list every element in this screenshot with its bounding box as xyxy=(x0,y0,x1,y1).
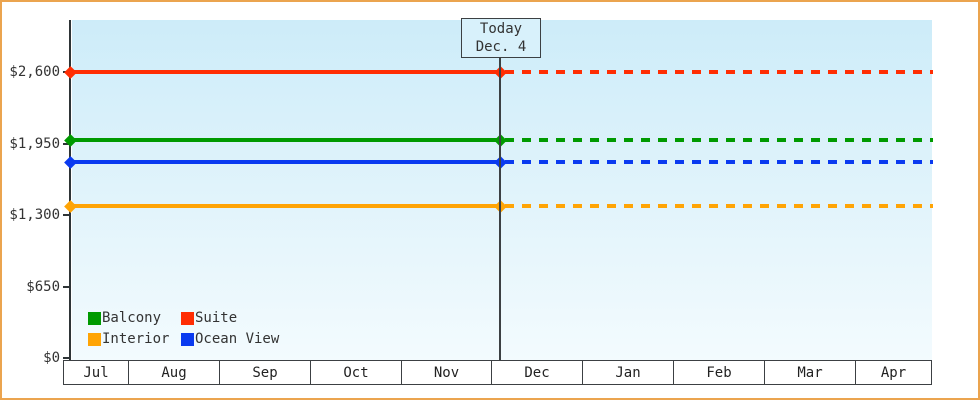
y-tick-label: $1,300 xyxy=(9,207,60,223)
month-cell-apr: Apr xyxy=(880,364,907,381)
month-cell-aug: Aug xyxy=(129,361,220,384)
y-tick-mark xyxy=(63,285,69,288)
month-cell-jul: Jul xyxy=(64,361,129,384)
y-tick-label: $2,600 xyxy=(9,64,60,80)
month-cell-oct: Oct xyxy=(311,361,402,384)
month-cell-sep: Sep xyxy=(220,361,311,384)
y-tick-label: $1,950 xyxy=(9,135,60,152)
series-line-forecast-interior xyxy=(505,204,933,209)
series-line-solid-balcony xyxy=(72,138,500,143)
month-cell-feb: Feb xyxy=(674,361,765,384)
series-line-solid-suite xyxy=(72,70,500,74)
legend-swatch-icon xyxy=(181,312,194,325)
today-label-line2: Dec. 4 xyxy=(475,39,527,55)
legend-item-ocean-view: Ocean View xyxy=(181,329,279,350)
legend-label: Ocean View xyxy=(195,331,280,347)
series-line-forecast-balcony xyxy=(505,138,933,143)
legend-label: Interior xyxy=(102,331,170,347)
legend-item-balcony: Balcony xyxy=(88,308,181,329)
y-tick-mark xyxy=(63,357,69,359)
month-cell-nov: Nov xyxy=(402,361,492,384)
legend-label: Balcony xyxy=(102,310,162,326)
month-axis: Jul Aug Sep Oct Nov Dec Jan Feb Mar Apr xyxy=(63,360,932,385)
today-line xyxy=(499,56,501,360)
legend-swatch-icon xyxy=(181,333,194,346)
legend-label: Suite xyxy=(195,310,238,326)
y-tick-label: $0 xyxy=(43,350,60,366)
today-label-box: Today Dec. 4 xyxy=(461,18,541,58)
legend-swatch-icon xyxy=(88,333,101,346)
legend-item-interior: Interior xyxy=(88,329,181,350)
month-cell-dec: Dec xyxy=(492,361,583,384)
today-label-line1: Today xyxy=(479,21,523,37)
legend: Balcony Suite Interior Ocean View xyxy=(88,308,279,350)
y-axis-line xyxy=(69,20,71,361)
series-line-forecast-suite xyxy=(505,70,933,74)
legend-item-suite: Suite xyxy=(181,308,279,329)
series-line-solid-interior xyxy=(72,204,500,209)
month-cell-mar: Mar xyxy=(765,361,856,384)
y-tick-label: $650 xyxy=(26,278,60,295)
month-cell-jan: Jan xyxy=(583,361,674,384)
y-tick-mark xyxy=(63,142,69,145)
series-line-solid-ocean-view xyxy=(72,160,500,165)
series-line-forecast-ocean-view xyxy=(505,160,933,165)
y-tick-mark xyxy=(63,214,69,216)
legend-swatch-icon xyxy=(88,312,101,325)
